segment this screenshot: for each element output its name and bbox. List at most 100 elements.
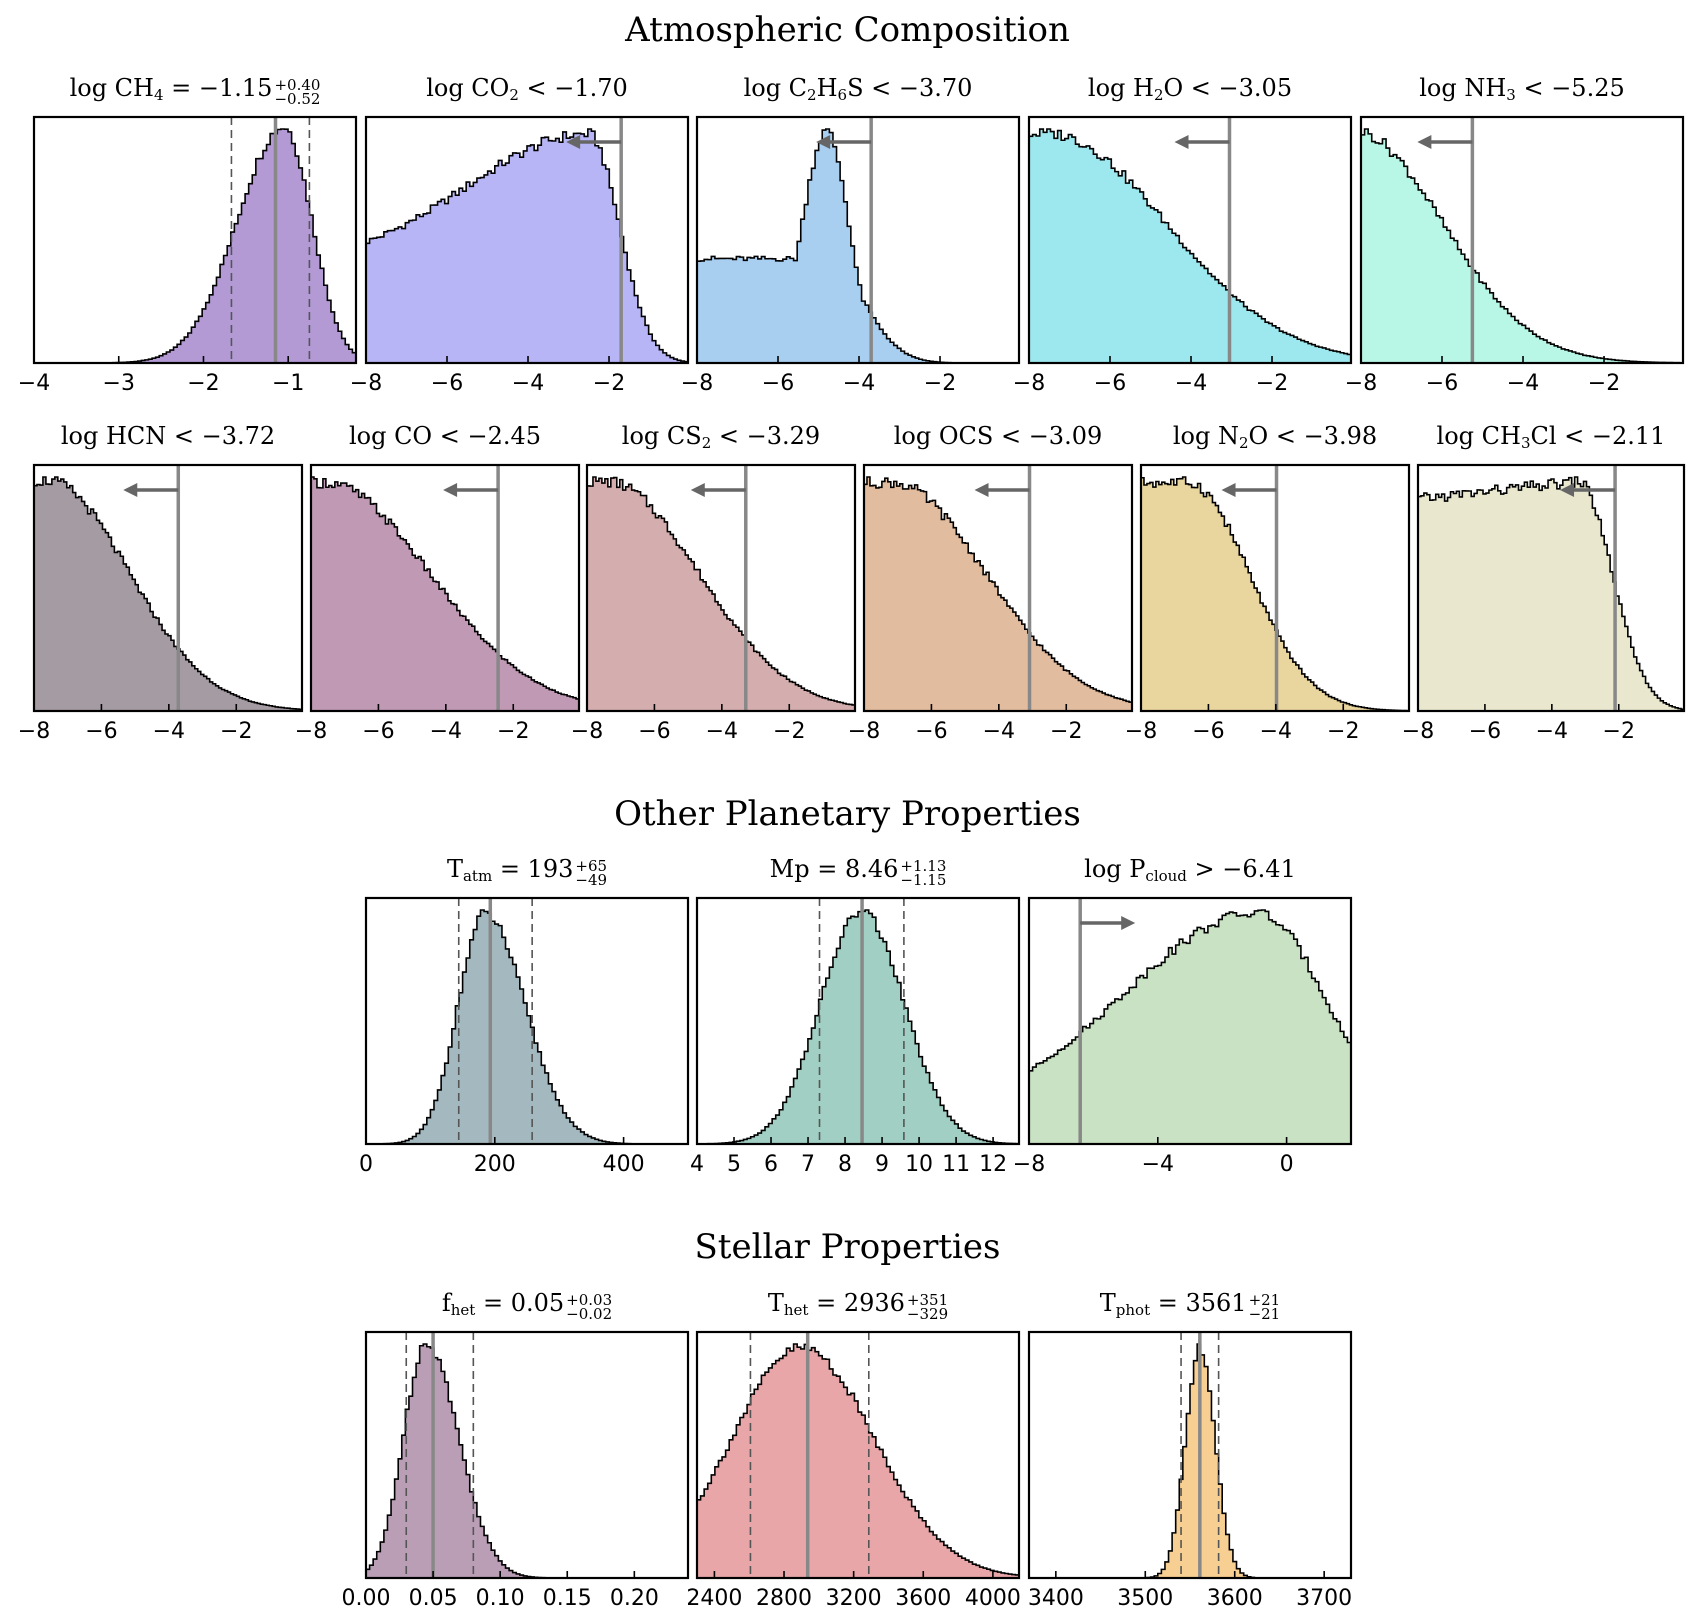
tick-label-co2: −4 [512,371,544,396]
tick-label-tphot: 3700 [1296,1586,1352,1611]
tick-label-fhet: 0.00 [342,1586,391,1611]
panel-title-co2: log CO2 < −1.70 [426,74,628,104]
tick-label-mp: 10 [905,1152,933,1177]
tick-label-hcn: −2 [220,719,252,744]
tick-label-ch3cl: −2 [1603,719,1635,744]
histogram-fill-co2 [366,129,688,363]
tick-label-mp: 7 [801,1152,815,1177]
tick-label-ch4: −2 [187,371,219,396]
histogram-outline-co2 [366,128,688,363]
limit-arrowhead-h2o [1174,135,1189,149]
tick-label-ch4: −4 [18,371,50,396]
tick-label-tatm: 200 [474,1152,516,1177]
axes-frame-c2h6s [695,115,1021,365]
tick-label-h2o: −8 [1013,371,1045,396]
tick-label-c2h6s: −8 [681,371,713,396]
histogram-fill-h2o [1029,129,1351,363]
tick-label-n2o: −8 [1125,719,1157,744]
histogram-outline-pcloud [1029,909,1351,1072]
panel-hcn: −8 −6 −4 −2 [18,463,304,744]
panel-h2o: −8 −6 −4 −2 [1013,115,1353,396]
axes-frame-nh3 [1359,115,1685,365]
tick-label-ch3cl: −6 [1469,719,1501,744]
tick-label-thet: 4000 [965,1586,1021,1611]
tick-label-hcn: −6 [85,719,117,744]
tick-label-cs2: −8 [571,719,603,744]
panel-title-nh3: log NH3 < −5.25 [1419,74,1625,104]
panel-pcloud: −8 −4 0 [1013,896,1353,1177]
tick-label-mp: 8 [838,1152,852,1177]
tick-label-thet: 2800 [756,1586,812,1611]
axes-frame-co2 [364,115,690,365]
tick-label-thet: 3200 [826,1586,882,1611]
histogram-outline-ocs [864,476,1132,703]
axes-frame-ch4 [32,115,358,365]
tick-label-co2: −6 [431,371,463,396]
panel-ch4: −4 −3 −2 −1 [18,115,358,396]
tick-label-ch4: −3 [103,371,135,396]
panel-title-tatm: Tatm = 193 +65 −49 [446,855,608,889]
tick-label-n2o: −4 [1260,719,1292,744]
tick-label-nh3: −8 [1345,371,1377,396]
tick-label-fhet: 0.05 [409,1586,458,1611]
tick-label-pcloud: −4 [1142,1152,1174,1177]
histogram-fill-ch3cl [1418,477,1684,711]
histogram-fill-fhet [366,1344,688,1578]
tick-label-thet: 3600 [895,1586,951,1611]
tick-label-ch3cl: −4 [1536,719,1568,744]
axes-frame-co [309,463,581,713]
histogram-fill-cs2 [587,477,855,711]
panel-title-ch4: log CH4 = −1.15 +0.40 −0.52 [69,74,321,108]
tick-label-ocs: −2 [1050,719,1082,744]
panel-mp: 4 5 6 7 8 9 10 11 12 [690,896,1021,1177]
tick-label-pcloud: −8 [1013,1152,1045,1177]
axes-frame-hcn [32,463,304,713]
limit-arrowhead-nh3 [1417,135,1432,149]
tick-label-thet: 2400 [686,1586,742,1611]
histogram-fill-n2o [1141,477,1409,711]
histogram-fill-mp [697,910,1019,1144]
tick-label-tphot: 3400 [1028,1586,1084,1611]
section-title-stellar: Stellar Properties [694,1227,1001,1267]
section-title-planetary: Other Planetary Properties [614,794,1081,834]
limit-arrowhead-cs2 [690,483,705,497]
axes-frame-n2o [1139,463,1411,713]
tick-label-mp: 6 [764,1152,778,1177]
limit-arrowhead-c2h6s [816,135,831,149]
tick-label-hcn: −4 [153,719,185,744]
axes-frame-thet [695,1330,1021,1580]
tick-label-co: −6 [362,719,394,744]
axes-frame-tatm [364,896,690,1146]
panel-title-c2h6s: log C2H6S < −3.70 [743,74,973,104]
panel-title-ocs: log OCS < −3.09 [893,422,1103,450]
histogram-outline-h2o [1029,128,1351,356]
panel-title-hcn: log HCN < −3.72 [60,422,276,450]
histogram-fill-pcloud [1029,910,1351,1144]
histogram-fill-tphot [1029,1344,1351,1578]
tick-label-cs2: −4 [706,719,738,744]
histogram-fill-tatm [366,910,688,1144]
panel-c2h6s: −8 −6 −4 −2 [681,115,1021,396]
tick-label-nh3: −4 [1507,371,1539,396]
limit-arrowhead-co2 [566,135,581,149]
tick-label-co: −8 [295,719,327,744]
histogram-fill-hcn [34,477,302,711]
tick-label-hcn: −8 [18,719,50,744]
tick-label-fhet: 0.10 [476,1586,525,1611]
histogram-outline-thet [697,1343,1019,1576]
tick-label-ocs: −8 [848,719,880,744]
panel-title-mp: Mp = 8.46 +1.13 −1.15 [769,855,947,889]
tick-label-mp: 5 [727,1152,741,1177]
tick-label-co2: −2 [593,371,625,396]
histogram-outline-co [311,476,579,700]
axes-frame-pcloud [1027,896,1353,1146]
panel-title-co: log CO < −2.45 [348,422,542,450]
tick-label-mp: 11 [942,1152,970,1177]
tick-label-co2: −8 [350,371,382,396]
panel-title-ch3cl: log CH3Cl < −2.11 [1436,422,1666,452]
tick-label-fhet: 0.15 [543,1586,592,1611]
panel-tphot: 3400 3500 3600 3700 [1028,1330,1352,1611]
histogram-outline-nh3 [1361,128,1683,364]
limit-arrowhead-pcloud [1121,916,1136,930]
